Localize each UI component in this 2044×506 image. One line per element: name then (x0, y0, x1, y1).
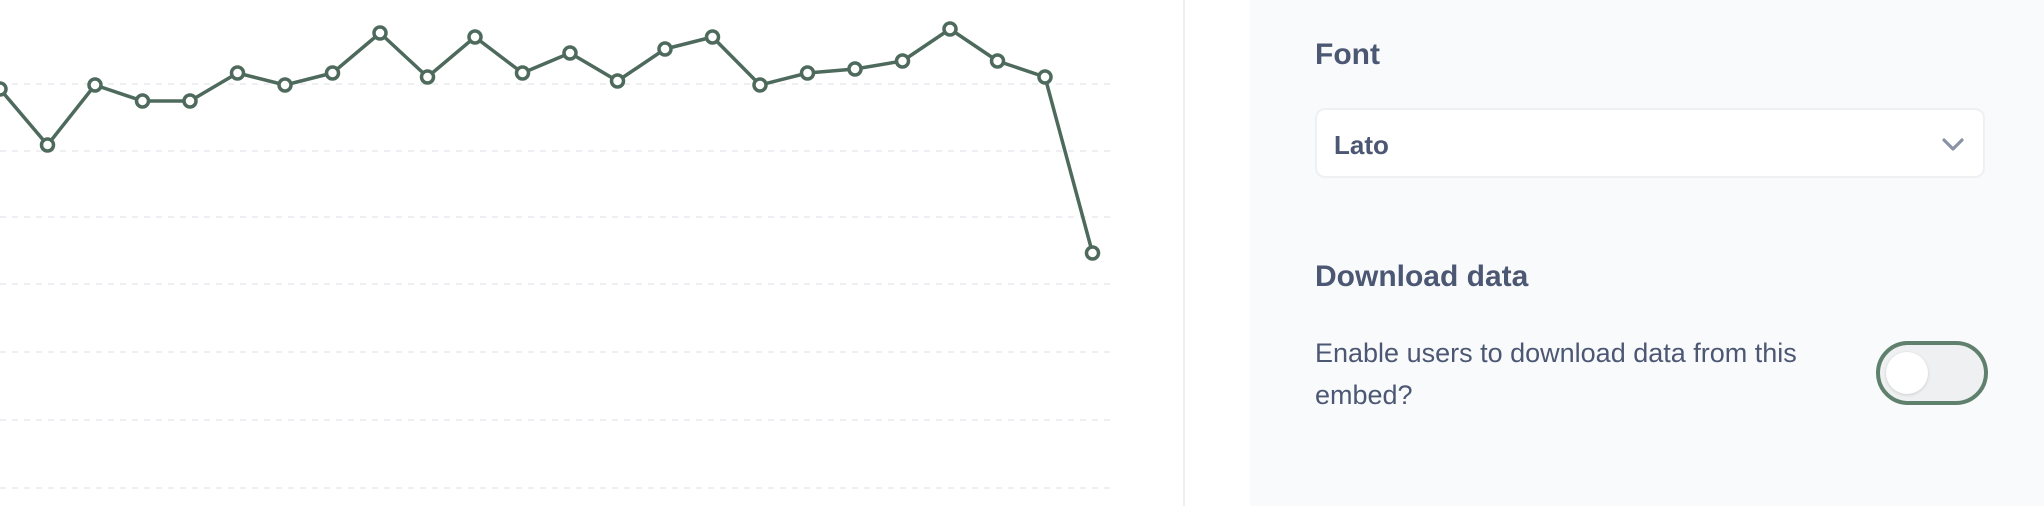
download-section-title: Download data (1315, 260, 1529, 293)
toggle-knob (1886, 352, 1928, 394)
line-chart (0, 21, 1115, 489)
download-data-toggle[interactable] (1876, 341, 1988, 405)
data-point-2[interactable] (87, 77, 103, 93)
data-point-4[interactable] (182, 93, 198, 109)
download-description: Enable users to download data from this … (1315, 338, 1797, 410)
data-point-13[interactable] (609, 73, 626, 89)
font-section-title: Font (1315, 38, 1380, 71)
font-select-value: Lato (1334, 130, 1389, 160)
chart-preview (0, 21, 1115, 489)
data-point-15[interactable] (704, 29, 721, 45)
panel-gutter (1185, 0, 1250, 506)
font-select[interactable]: Lato (1315, 108, 1985, 178)
data-point-19[interactable] (894, 53, 911, 69)
settings-sidebar: Font Lato Download data Enable users to … (1250, 0, 2044, 506)
data-point-10[interactable] (467, 29, 483, 45)
data-point-6[interactable] (277, 77, 293, 93)
data-point-0[interactable] (0, 81, 8, 97)
data-point-9[interactable] (419, 69, 436, 85)
panel-divider (1183, 0, 1185, 506)
data-point-17[interactable] (799, 65, 816, 81)
series-line (0, 27, 1095, 254)
data-point-7[interactable] (324, 65, 341, 81)
data-point-5[interactable] (229, 65, 246, 81)
data-point-3[interactable] (134, 93, 151, 109)
data-point-23[interactable] (1084, 245, 1101, 261)
data-point-12[interactable] (562, 45, 578, 61)
data-point-14[interactable] (657, 41, 673, 57)
data-point-11[interactable] (514, 65, 531, 81)
data-point-20[interactable] (942, 21, 958, 37)
data-point-8[interactable] (372, 25, 388, 41)
data-point-22[interactable] (1037, 69, 1053, 85)
data-point-21[interactable] (989, 53, 1006, 69)
chevron-down-icon (1942, 138, 1964, 151)
data-point-18[interactable] (847, 61, 863, 77)
data-point-16[interactable] (752, 77, 768, 93)
data-point-1[interactable] (39, 137, 56, 153)
